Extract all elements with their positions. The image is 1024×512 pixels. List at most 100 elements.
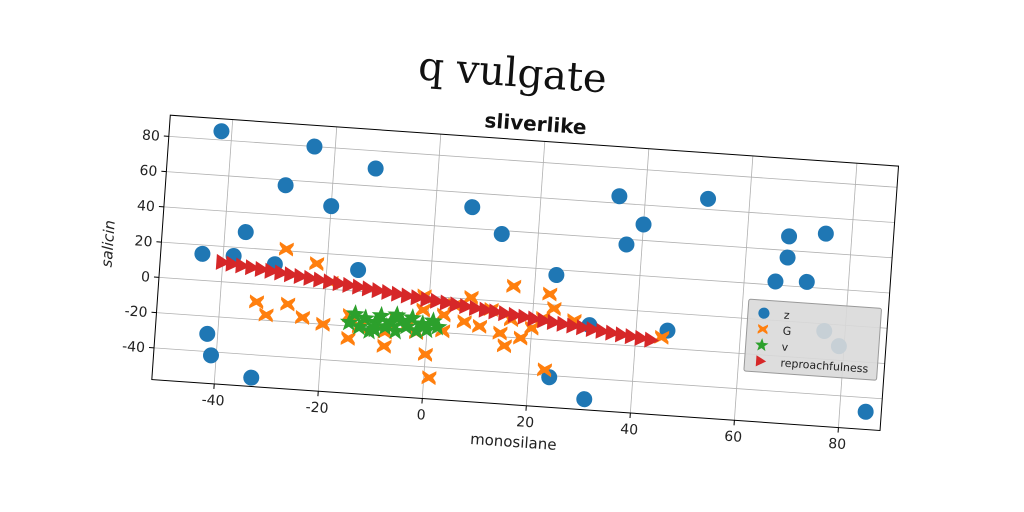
data-point-z <box>277 177 294 194</box>
data-point-reproachfulness <box>576 319 591 336</box>
legend-label: v <box>781 341 789 354</box>
data-point-reproachfulness <box>546 314 562 330</box>
y-tick-label: 40 <box>136 198 155 215</box>
data-point-z <box>493 226 510 243</box>
x-tick-label: 40 <box>620 421 639 438</box>
data-point-z <box>779 249 796 266</box>
data-point-reproachfulness <box>459 298 475 315</box>
data-point-reproachfulness <box>322 273 338 290</box>
data-point-z <box>243 369 260 386</box>
x-tick-label: -20 <box>305 399 329 417</box>
data-point-reproachfulness <box>313 271 329 288</box>
data-point-reproachfulness <box>342 276 358 293</box>
data-point-G <box>295 310 310 325</box>
data-point-z <box>548 267 565 284</box>
y-axis-label: salicin <box>98 219 119 267</box>
data-point-reproachfulness <box>283 266 299 283</box>
grid-line-x <box>317 126 338 392</box>
axes-frame <box>151 114 900 432</box>
chart-title: sliverlike <box>484 108 588 139</box>
data-point-v <box>360 321 380 340</box>
data-point-G <box>472 318 488 334</box>
grid-line-y <box>163 206 893 259</box>
data-point-v <box>371 305 391 325</box>
y-tick-label: -20 <box>124 303 148 321</box>
data-point-v <box>423 311 443 330</box>
data-point-v <box>392 310 412 330</box>
y-tick-label: 20 <box>134 233 153 250</box>
legend: zGv reproachfulness <box>743 298 882 381</box>
legend-marker-z <box>758 307 770 319</box>
data-point-z <box>199 325 216 342</box>
data-point-G <box>496 338 512 354</box>
data-point-G <box>542 286 558 302</box>
data-point-reproachfulness <box>293 268 309 285</box>
legend-marker-v <box>755 338 769 352</box>
y-tick-label: 60 <box>139 163 158 180</box>
data-point-reproachfulness <box>537 312 553 329</box>
marks <box>194 123 874 420</box>
data-point-G <box>315 316 331 332</box>
data-point-reproachfulness <box>488 303 504 320</box>
data-point-reproachfulness <box>556 315 572 332</box>
data-point-G <box>258 307 274 323</box>
data-point-v <box>345 304 365 323</box>
data-point-reproachfulness <box>264 262 280 279</box>
data-point-z <box>817 225 834 242</box>
data-point-reproachfulness <box>468 299 484 316</box>
data-point-reproachfulness <box>527 310 543 327</box>
data-point-z <box>237 224 254 241</box>
data-point-G <box>546 301 562 316</box>
legend-label: reproachfulness <box>780 357 869 376</box>
grid-line-x <box>525 141 546 406</box>
data-point-G <box>417 346 433 362</box>
data-point-v <box>350 316 370 336</box>
data-point-z <box>798 273 815 290</box>
grid-line-y <box>153 347 883 400</box>
data-point-reproachfulness <box>371 282 387 299</box>
y-tick-label: 80 <box>141 128 160 145</box>
data-point-v <box>376 316 396 336</box>
data-point-reproachfulness <box>478 301 494 318</box>
legend-box <box>743 298 882 381</box>
grid-line-x <box>838 163 858 428</box>
axes-group: -40 -20 0 20 40 60 80 -40 -20 0 20 40 60 80 sliverlike… <box>98 108 900 454</box>
data-point-reproachfulness <box>400 287 416 304</box>
data-point-z <box>213 123 230 140</box>
data-point-reproachfulness <box>352 278 368 295</box>
data-point-reproachfulness <box>634 329 650 346</box>
data-point-v <box>339 312 359 332</box>
grid-line-y <box>168 135 898 188</box>
data-point-reproachfulness <box>274 264 290 281</box>
data-point-z <box>618 236 635 253</box>
legend-label: G <box>782 325 791 339</box>
data-point-z <box>306 138 323 155</box>
data-point-reproachfulness <box>429 292 445 309</box>
data-point-z <box>350 262 367 279</box>
data-point-z <box>367 160 384 177</box>
grid-line-x <box>629 148 650 414</box>
plot-area <box>151 115 899 431</box>
data-point-G <box>463 289 479 305</box>
data-point-v <box>402 308 422 327</box>
legend-marker-G <box>757 323 769 335</box>
data-point-reproachfulness <box>235 257 251 274</box>
data-point-v <box>355 308 375 327</box>
data-point-G <box>415 302 431 318</box>
data-point-reproachfulness <box>381 283 397 300</box>
data-point-G <box>340 330 356 346</box>
data-point-reproachfulness <box>624 328 640 345</box>
data-point-z <box>323 198 340 215</box>
data-point-reproachfulness <box>605 324 621 341</box>
data-point-G <box>492 325 508 341</box>
data-point-G <box>309 256 325 272</box>
data-point-reproachfulness <box>614 326 630 343</box>
data-point-G <box>537 362 552 378</box>
series-reproachfulness <box>215 253 660 348</box>
data-point-reproachfulness <box>410 289 426 306</box>
data-point-z <box>635 216 652 233</box>
data-point-z <box>576 391 593 408</box>
x-tick-label: 20 <box>516 414 535 431</box>
data-point-v <box>428 316 448 336</box>
